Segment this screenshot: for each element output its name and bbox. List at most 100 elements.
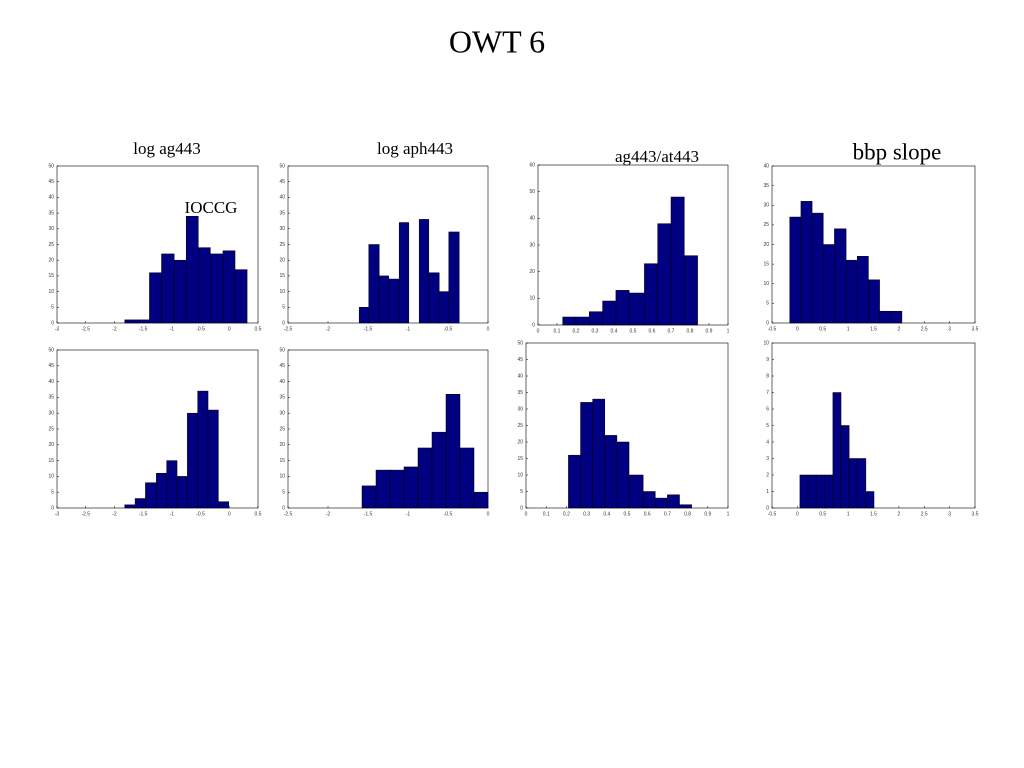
x-tick-label: -1: [406, 326, 411, 332]
bar: [358, 307, 370, 324]
y-tick-label: 10: [279, 289, 285, 295]
bar: [602, 300, 617, 326]
y-tick-label: 30: [48, 411, 54, 417]
y-tick-label: 20: [279, 442, 285, 448]
bar: [398, 222, 410, 324]
y-tick-label: 25: [48, 426, 54, 432]
x-tick-label: 0.5: [624, 511, 631, 517]
x-tick-label: -1: [170, 511, 175, 517]
y-tick-label: 25: [279, 242, 285, 248]
bar: [134, 498, 146, 509]
bar: [840, 425, 850, 509]
x-tick-label: -0.5: [444, 326, 453, 332]
bar: [589, 311, 603, 326]
bar: [642, 491, 656, 509]
y-tick-label: 20: [48, 258, 54, 264]
bar: [575, 316, 590, 326]
x-tick-label: -2: [326, 511, 331, 517]
bar: [815, 474, 826, 509]
x-tick-label: 1.5: [870, 511, 877, 517]
bar: [655, 497, 668, 509]
x-tick-label: 0: [525, 511, 528, 517]
x-tick-label: -1.5: [364, 511, 373, 517]
x-tick-label: 3.5: [972, 326, 979, 332]
bar: [124, 504, 136, 509]
bar: [604, 435, 618, 509]
x-tick-label: 2.5: [921, 326, 928, 332]
bar: [562, 316, 577, 326]
bar: [145, 482, 157, 509]
chart-title: log ag443: [133, 139, 201, 158]
y-tick-label: 45: [279, 179, 285, 185]
y-tick-label: 50: [279, 163, 285, 169]
y-tick-label: 30: [517, 406, 523, 412]
y-tick-label: 40: [48, 379, 54, 385]
bar: [628, 474, 644, 509]
x-tick-label: 0.5: [630, 328, 637, 334]
x-tick-label: -0.5: [444, 511, 453, 517]
chart-title: ag443/at443: [615, 147, 699, 166]
y-tick-label: 35: [48, 395, 54, 401]
x-tick-label: 2.5: [921, 511, 928, 517]
y-tick-label: 50: [529, 189, 535, 195]
y-tick-label: 20: [48, 442, 54, 448]
y-tick-label: 6: [766, 406, 769, 412]
bar: [834, 228, 847, 324]
x-tick-label: -2: [326, 326, 331, 332]
y-tick-label: 5: [766, 301, 769, 307]
y-tick-label: 0: [282, 505, 285, 511]
y-tick-label: 45: [48, 363, 54, 369]
x-tick-label: 0.5: [255, 511, 262, 517]
bar: [857, 458, 867, 509]
y-tick-label: 5: [51, 305, 54, 311]
bar: [185, 215, 199, 324]
x-tick-label: 0.9: [706, 328, 713, 334]
x-tick-label: 0.5: [255, 326, 262, 332]
x-tick-label: 0.1: [554, 328, 561, 334]
x-tick-label: 1: [727, 511, 730, 517]
y-tick-label: 35: [279, 395, 285, 401]
y-tick-label: 45: [48, 179, 54, 185]
bar: [438, 291, 450, 324]
bar: [592, 398, 606, 509]
x-tick-label: 0.5: [819, 326, 826, 332]
bar: [670, 196, 685, 326]
bar: [445, 393, 461, 509]
y-tick-label: 35: [279, 210, 285, 216]
x-tick-label: 0.3: [592, 328, 599, 334]
x-tick-label: 0.4: [611, 328, 618, 334]
x-tick-label: 0.8: [684, 511, 691, 517]
y-tick-label: 0: [51, 505, 54, 511]
x-tick-label: 3: [948, 511, 951, 517]
y-tick-label: 20: [529, 269, 535, 275]
x-tick-label: 1: [847, 511, 850, 517]
bar: [234, 269, 248, 324]
y-tick-label: 8: [766, 373, 769, 379]
y-tick-label: 60: [529, 162, 535, 168]
y-tick-label: 7: [766, 390, 769, 396]
x-tick-label: -2: [112, 511, 117, 517]
y-tick-label: 20: [279, 258, 285, 264]
x-tick-label: 0: [487, 511, 490, 517]
y-tick-label: 20: [763, 242, 769, 248]
y-tick-label: 9: [766, 357, 769, 363]
y-tick-label: 30: [279, 226, 285, 232]
bar: [418, 219, 430, 324]
x-tick-label: -1: [406, 511, 411, 517]
x-tick-label: 0.2: [563, 511, 570, 517]
bar: [210, 253, 224, 324]
x-tick-label: 0: [537, 328, 540, 334]
x-tick-label: 0: [796, 511, 799, 517]
bar: [807, 474, 817, 509]
bar: [431, 431, 447, 509]
bar: [173, 259, 187, 324]
bar: [890, 310, 903, 324]
bar: [811, 212, 824, 324]
y-tick-label: 15: [279, 273, 285, 279]
bar: [615, 290, 630, 326]
y-tick-label: 10: [48, 289, 54, 295]
bar: [375, 469, 391, 509]
x-tick-label: 0.2: [573, 328, 580, 334]
chart-title: bbp slope: [853, 139, 942, 164]
y-tick-label: 5: [520, 489, 523, 495]
